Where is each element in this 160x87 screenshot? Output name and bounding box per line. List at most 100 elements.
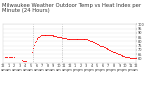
Point [113,52,116,53]
Point [90,41,93,42]
Point [118,53,120,55]
Point [40,35,42,36]
Point [32,48,34,49]
Point [134,57,136,58]
Point [73,38,76,39]
Point [50,35,53,36]
Point [34,41,36,43]
Point [83,38,86,39]
Point [108,49,110,51]
Point [97,44,100,46]
Point [120,54,122,56]
Point [22,60,24,62]
Point [77,38,80,39]
Point [128,57,131,58]
Point [124,56,126,57]
Point [41,35,43,36]
Point [107,48,110,50]
Point [75,38,78,39]
Point [63,37,65,39]
Point [108,40,111,41]
Point [122,55,125,57]
Point [120,54,123,56]
Point [65,37,67,39]
Point [73,38,75,39]
Point [112,51,114,52]
Point [7,56,10,57]
Point [68,38,71,39]
Point [61,37,64,39]
Point [127,56,129,57]
Point [105,48,108,49]
Point [56,36,58,38]
Point [43,34,46,35]
Point [72,38,74,39]
Point [132,57,134,58]
Point [129,57,132,58]
Point [100,35,103,36]
Point [88,30,91,32]
Point [114,52,117,53]
Point [119,53,121,55]
Point [111,50,113,51]
Point [92,32,95,34]
Point [113,43,116,45]
Point [101,46,103,47]
Point [34,40,37,41]
Point [80,29,83,30]
Point [49,35,52,36]
Point [59,36,62,38]
Point [96,43,99,45]
Point [95,32,97,34]
Point [105,38,108,39]
Point [23,60,26,62]
Point [9,56,11,57]
Point [88,39,90,40]
Point [134,57,137,58]
Point [133,57,135,58]
Point [126,56,128,57]
Point [116,45,119,46]
Point [103,47,105,48]
Point [62,37,64,39]
Point [100,45,103,46]
Point [129,50,132,51]
Point [3,56,6,57]
Point [130,57,133,58]
Point [79,29,81,30]
Point [36,37,39,39]
Point [78,28,80,29]
Point [82,29,84,30]
Point [119,47,121,48]
Point [99,34,101,35]
Point [123,55,126,57]
Point [121,55,124,57]
Point [81,38,84,39]
Point [53,36,56,37]
Point [106,48,109,50]
Point [65,38,68,39]
Point [90,31,92,33]
Point [57,36,59,38]
Point [23,60,25,62]
Point [42,34,45,35]
Point [127,56,130,57]
Point [31,51,34,52]
Point [76,38,79,39]
Point [96,43,98,45]
Point [91,41,94,42]
Point [95,42,97,44]
Point [52,36,55,37]
Point [93,41,96,43]
Point [121,48,124,49]
Point [94,42,96,44]
Point [112,51,115,52]
Point [109,49,111,51]
Point [47,35,49,36]
Point [58,36,61,38]
Point [10,56,12,57]
Point [107,39,109,40]
Point [38,36,41,38]
Point [127,49,129,51]
Point [99,45,102,46]
